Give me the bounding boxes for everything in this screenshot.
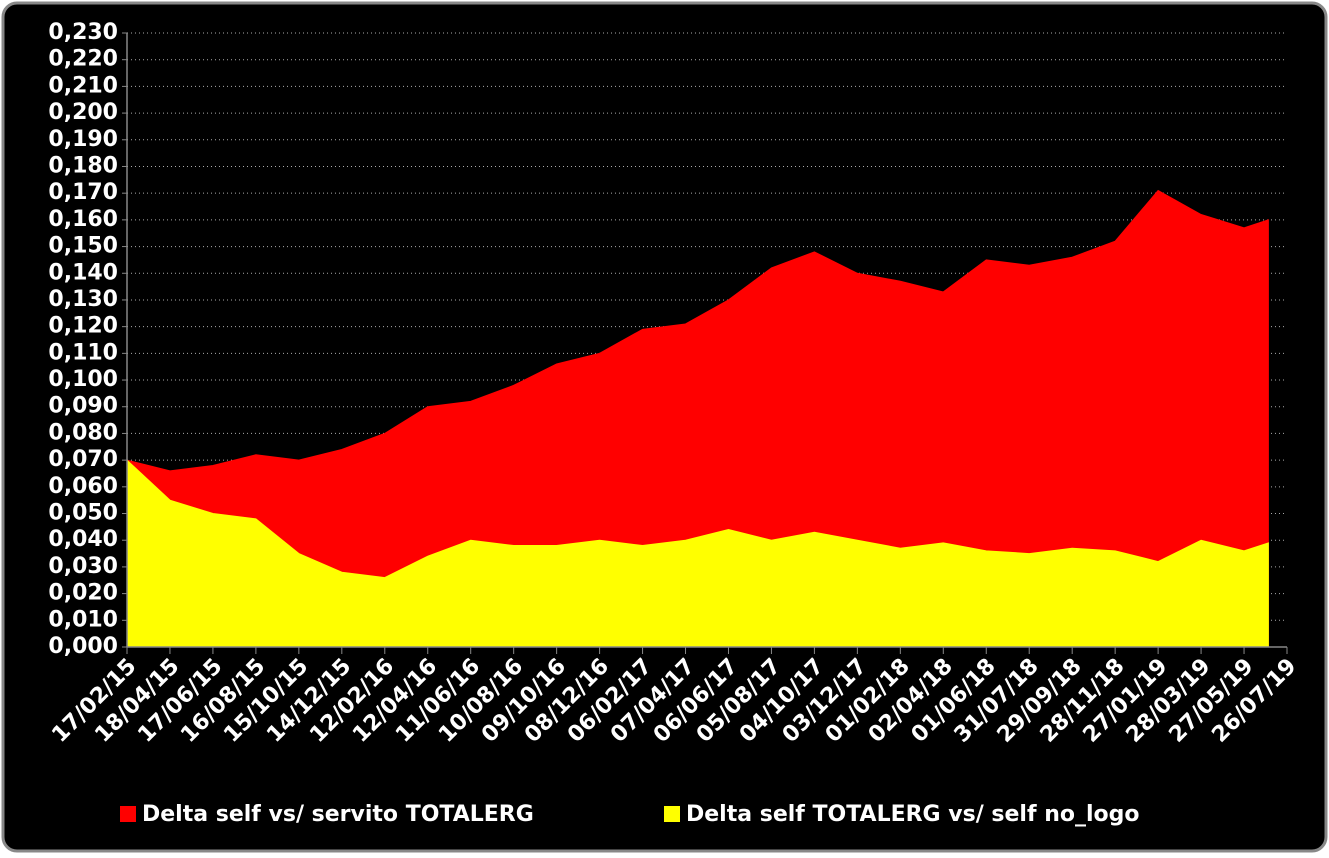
y-tick-label: 0,050 (48, 501, 118, 526)
y-tick-label: 0,160 (48, 207, 118, 232)
y-tick-label: 0,170 (48, 180, 118, 205)
y-tick-label: 0,190 (48, 127, 118, 152)
y-tick-label: 0,060 (48, 474, 118, 499)
y-tick-label: 0,030 (48, 554, 118, 579)
y-tick-label: 0,100 (48, 367, 118, 392)
y-tick-label: 0,220 (48, 47, 118, 72)
y-tick-label: 0,040 (48, 527, 118, 552)
y-tick-label: 0,230 (48, 20, 118, 45)
y-tick-label: 0,000 (48, 634, 118, 659)
y-tick-label: 0,080 (48, 420, 118, 445)
y-tick-label: 0,020 (48, 581, 118, 606)
legend-swatch (664, 806, 680, 822)
y-tick-label: 0,110 (48, 340, 118, 365)
y-tick-label: 0,210 (48, 73, 118, 98)
legend-label: Delta self TOTALERG vs/ self no_logo (686, 802, 1139, 827)
y-tick-label: 0,140 (48, 260, 118, 285)
y-tick-label: 0,180 (48, 153, 118, 178)
y-tick-label: 0,120 (48, 314, 118, 339)
y-tick-label: 0,200 (48, 100, 118, 125)
y-tick-label: 0,070 (48, 447, 118, 472)
y-tick-label: 0,010 (48, 607, 118, 632)
y-tick-label: 0,130 (48, 287, 118, 312)
legend-label: Delta self vs/ servito TOTALERG (142, 802, 534, 827)
area (126, 189, 1269, 648)
area (126, 458, 1269, 648)
y-tick-label: 0,090 (48, 394, 118, 419)
legend-swatch (120, 806, 136, 822)
y-tick-label: 0,150 (48, 234, 118, 259)
